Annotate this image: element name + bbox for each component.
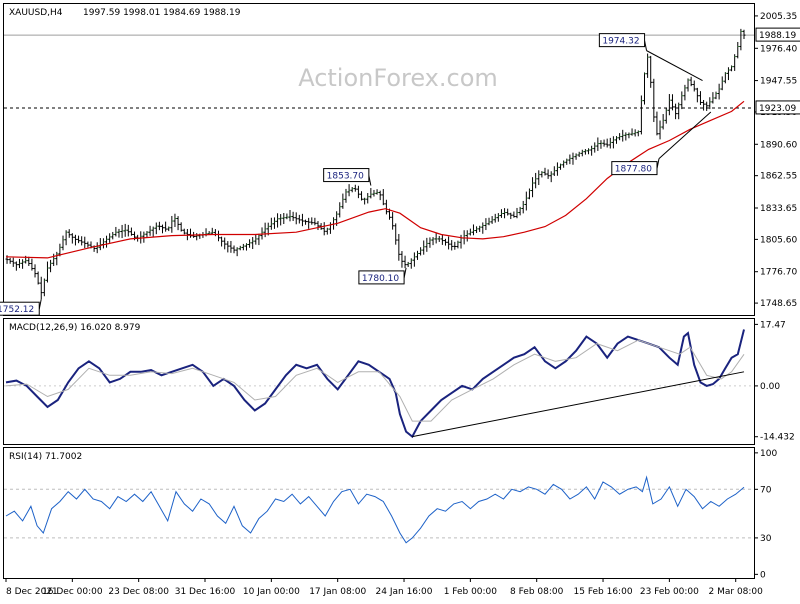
xaxis-label: 24 Jan 16:00 [376,587,433,597]
rsi-ytick-label: 30 [760,534,772,544]
xaxis-label: 8 Feb 08:00 [510,587,564,597]
price-panel-frame [3,3,755,316]
triangle-line [646,50,703,82]
macd-ytick-label: 17.47 [760,320,786,330]
rsi-title: RSI(14) 71.7002 [9,452,82,462]
last-price-label-text: 1988.19 [759,31,796,41]
last-price-label-box [755,27,800,42]
rsi-panel-frame [3,447,755,579]
annotation-label-text: 1752.12 [0,305,34,315]
rsi-ytick-label: 100 [760,449,777,459]
xaxis-label: 16 Dec 00:00 [42,587,103,597]
rsi-series [5,475,745,544]
xaxis-label: 23 Dec 08:00 [108,587,169,597]
price-layer: 1752.12 1853.70 1780.10 1974.32 1877.80 [0,28,754,316]
level-price-label-text: 1923.09 [759,104,796,114]
macd-ytick-label: -14.432 [760,433,795,443]
xaxis-label: 23 Feb 00:00 [640,587,699,597]
xaxis-label: 10 Jan 00:00 [243,587,300,597]
price-ytick-label: 1748.65 [760,299,797,309]
annotation-label-text: 1877.80 [615,165,652,175]
sma-line [5,100,745,259]
xaxis-label: 15 Feb 16:00 [574,587,633,597]
price-ytick-label: 1833.65 [760,204,797,214]
macd-panel-frame [3,318,755,445]
xaxis-label: 17 Jan 08:00 [309,587,366,597]
price-ytick-label: 1890.60 [760,140,797,150]
macd-trendline [412,371,745,438]
xaxis-label: 2 Mar 08:00 [709,587,764,597]
rsi-layer [4,475,754,544]
triangle-line [658,111,712,159]
macd-series-signal [5,339,745,422]
macd-ytick-label: 0.00 [760,382,780,392]
price-ytick-label: 1862.55 [760,172,797,182]
rsi-ytick-label: 70 [760,485,772,495]
price-ytick-label: 1776.70 [760,268,797,278]
xaxis-label: 1 Feb 00:00 [444,587,498,597]
annotation-label-box [611,161,658,176]
annotation-label-text: 1974.32 [602,37,639,47]
price-ytick-label: 1976.40 [760,44,797,54]
annotation-label-box [323,168,370,183]
annotation-label-text: 1780.10 [362,274,399,284]
price-ytick-label: 1805.60 [760,235,797,245]
annotation-label-box [358,270,405,285]
annotation-label-box [0,301,40,316]
watermark: ActionForex.com [298,64,498,92]
macd-title: MACD(12,26,9) 16.020 8.979 [9,323,141,333]
macd-layer [4,329,754,439]
header-symbol: XAUUSD,H4 [9,8,63,18]
xaxis-label: 31 Dec 16:00 [175,587,236,597]
price-ytick-label: 1947.55 [760,77,797,87]
axis-layer: 2005.351976.401947.551919.501890.601862.… [5,12,800,597]
price-ytick-label: 2005.35 [760,12,797,22]
level-price-label-box [755,100,800,115]
annotation-label-text: 1853.70 [327,172,364,182]
rsi-ytick-label: 0 [760,570,766,580]
xaxis-label: 8 Dec 2021 [6,587,58,597]
header-ohlc: 1997.59 1998.01 1984.69 1988.19 [83,8,241,18]
annotation-label-box [598,33,646,48]
